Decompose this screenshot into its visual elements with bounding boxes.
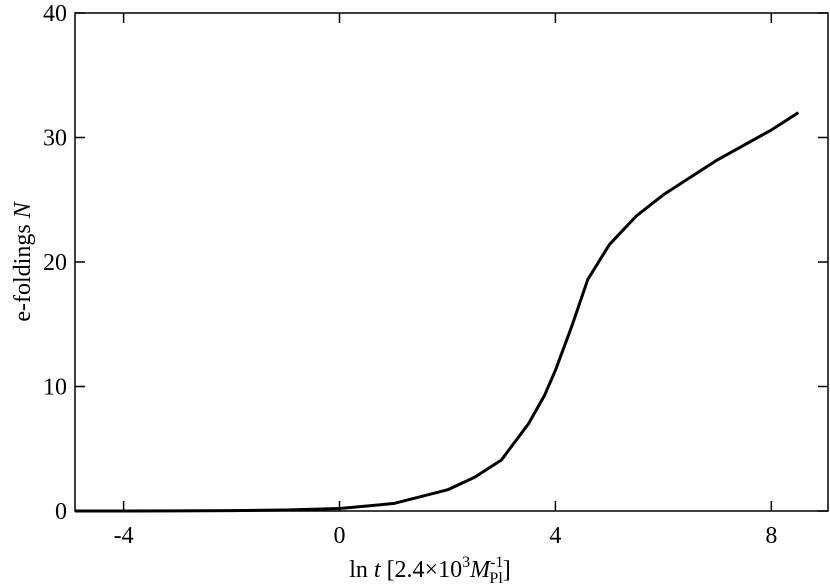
data-line (74, 111, 800, 513)
y-tick-label: 40 (43, 1, 67, 27)
y-label-part: e-foldings (10, 218, 36, 321)
y-tick-label: 10 (43, 375, 67, 401)
x-tick-label: 0 (333, 523, 345, 549)
x-tick-label: 8 (765, 523, 777, 549)
x-label-sub: Pl (489, 570, 503, 587)
x-tick-label: 4 (549, 523, 561, 549)
y-tick-label: 0 (55, 499, 67, 525)
plot-frame (74, 12, 829, 512)
x-label-exp: 3 (462, 554, 470, 571)
x-label-exp: -1 (490, 554, 503, 571)
x-label-mass: M (469, 557, 492, 583)
x-label-part: ln (349, 557, 374, 583)
x-label-var: t (374, 557, 382, 583)
x-label-part: [2.4×10 (381, 557, 463, 583)
x-label-part: ] (503, 557, 511, 583)
y-label-var: N (10, 200, 36, 219)
x-tick-label: -4 (114, 523, 134, 549)
x-axis-label: ln t [2.4×103M-1 Pl] (349, 554, 511, 587)
y-tick-label: 30 (43, 126, 67, 152)
y-tick-label: 20 (43, 250, 67, 276)
y-axis-label: e-foldings N (10, 200, 36, 321)
